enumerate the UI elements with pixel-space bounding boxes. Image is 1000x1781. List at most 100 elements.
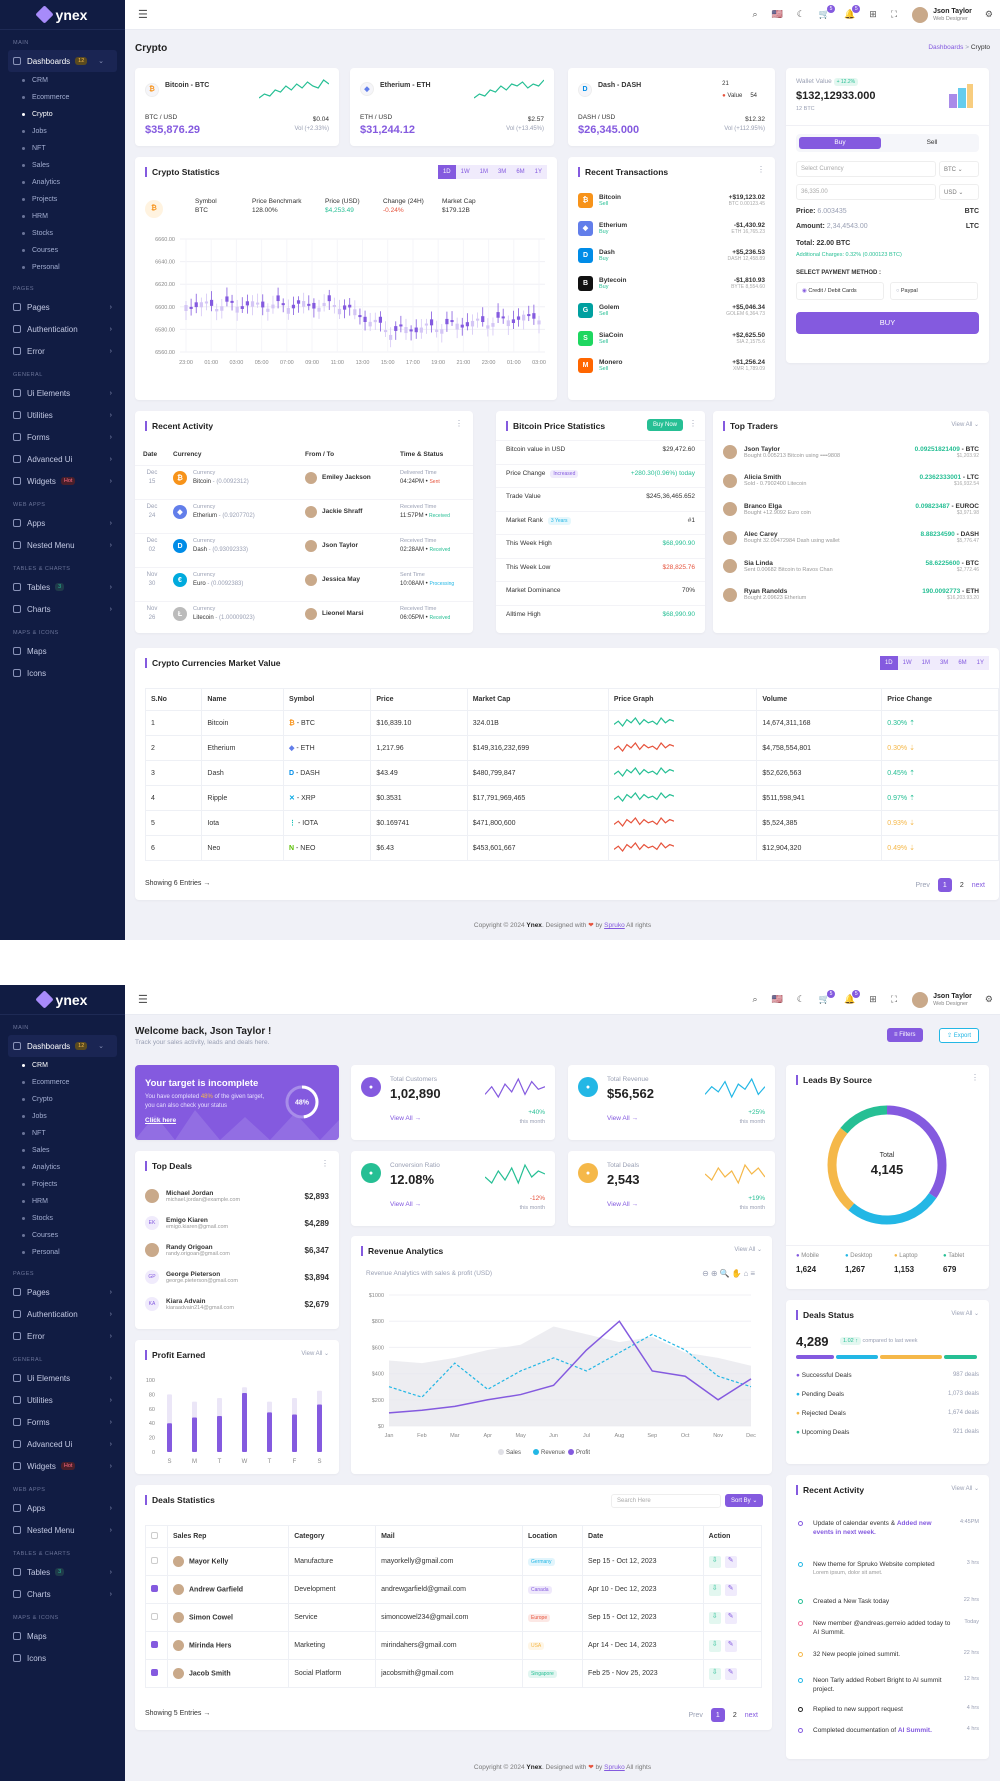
us-flag-icon[interactable]: 🇺🇸 [771,994,783,1004]
sidebar-sub-personal[interactable]: Personal [0,1244,125,1261]
tab-6m[interactable]: 6M [953,656,972,670]
sidebar-item-advanced-ui[interactable]: Advanced Ui › [0,448,125,470]
prev-page[interactable]: Prev [688,1711,703,1719]
sidebar-sub-nft[interactable]: NFT [0,140,125,157]
moon-icon[interactable]: ☾ [796,9,805,19]
cart-icon[interactable]: 🛒 5 [819,5,836,20]
apps-grid-icon[interactable]: ⊞ [869,994,877,1004]
sidebar-item-ui-elements[interactable]: Ui Elements › [0,382,125,404]
sidebar-item-pages[interactable]: Pages › [0,1281,125,1303]
sidebar-sub-crm[interactable]: CRM [0,72,125,89]
trader-row[interactable]: Alec Carey Bought 32.09472984 Dash using … [723,530,979,545]
deal-row[interactable]: EK Emigo Kiaren emigo.kiaren@gmail.com $4,2… [145,1216,329,1230]
sidebar-item-maps[interactable]: Maps [0,640,125,662]
btc-select[interactable]: BTC ⌄ [939,161,979,177]
sidebar-sub-hrm[interactable]: HRM [0,208,125,225]
bell-icon[interactable]: 🔔 5 [844,5,861,20]
tab-1m[interactable]: 1M [916,656,935,670]
sidebar-item-charts[interactable]: Charts › [0,598,125,620]
sidebar-sub-crypto[interactable]: Crypto [0,106,125,123]
column-header[interactable]: Category [288,1525,377,1548]
page-2[interactable]: 2 [959,881,964,889]
menu-toggle-icon[interactable]: ☰ [138,994,148,1006]
user-profile[interactable]: Json Taylor Web Designer [912,991,972,1008]
sidebar-item-icons[interactable]: Icons [0,1647,125,1669]
menu-toggle-icon[interactable]: ☰ [138,9,148,21]
column-header[interactable]: Price [370,688,468,711]
table-row[interactable]: 2 Etherium ◆ - ETH 1,217.96 $149,316,232,699… [144,735,999,761]
gear-icon[interactable]: ⚙ [984,994,993,1004]
tab-3m[interactable]: 3M [934,656,954,670]
download-icon[interactable]: ⇩ [708,1611,721,1624]
page-1[interactable]: 1 [710,1708,725,1722]
search-icon[interactable]: ⌕ [752,994,758,1004]
us-flag-icon[interactable]: 🇺🇸 [771,9,783,19]
tab-1m[interactable]: 1M [474,165,493,179]
sidebar-item-maps[interactable]: Maps [0,1625,125,1647]
checkbox[interactable] [151,1585,158,1592]
trader-row[interactable]: Branco Elga Bought +12.9092 Euro coin 0.09… [723,502,979,516]
click-here-link[interactable]: Click here [145,1117,177,1124]
sidebar-sub-analytics[interactable]: Analytics [0,174,125,191]
sidebar-item-dashboards[interactable]: Dashboards 12 ⌄ [8,1035,117,1057]
sidebar-sub-nft[interactable]: NFT [0,1125,125,1142]
sidebar-item-authentication[interactable]: Authentication › [0,1303,125,1325]
transaction-row[interactable]: ₿ Bitcoin Sell +$19,123.02 BTC 0.00123.45 [578,193,765,208]
tab-3m[interactable]: 3M [492,165,512,179]
table-row[interactable]: Jacob Smith Social Platform jacobsmith@gma… [145,1659,763,1688]
sidebar-item-forms[interactable]: Forms › [0,426,125,448]
table-row[interactable]: Mayor Kelly Manufacture mayorkelly@gmail.c… [145,1547,763,1576]
table-row[interactable]: 6 Neo N - NEO $6.43 $453,601,667 $12,904,320 0… [144,835,999,861]
deals-search-input[interactable]: Search Here [611,1494,721,1508]
tab-1w[interactable]: 1W [897,656,917,670]
transaction-row[interactable]: G Golem Sell +$5,046.34 GOLEM 6,364.73 [578,303,765,318]
paypal-payment-option[interactable]: ○ Paypal [890,282,978,300]
column-header[interactable]: Price Graph [607,688,758,711]
sidebar-item-widgets[interactable]: Widgets Hot › [0,1455,125,1477]
more-options-icon[interactable]: ⋮ [689,419,697,428]
edit-icon[interactable]: ✎ [724,1555,737,1568]
page-1[interactable]: 1 [937,878,952,892]
buy-button[interactable]: BUY [796,312,979,334]
download-icon[interactable]: ⇩ [708,1639,721,1652]
amount-input[interactable]: 36,335.00 [796,184,936,200]
user-profile[interactable]: Json Taylor Web Designer [912,6,972,23]
checkbox[interactable] [151,1669,158,1676]
sidebar-sub-stocks[interactable]: Stocks [0,1210,125,1227]
column-header[interactable]: Market Cap [466,688,609,711]
column-header[interactable]: Date [582,1525,704,1548]
sidebar-item-apps[interactable]: Apps › [0,512,125,534]
deal-row[interactable]: GP George Pieterson george.pieterson@gmail… [145,1270,329,1284]
view-all-link[interactable]: View All ⌄ [734,1247,762,1253]
tab-1d[interactable]: 1D [879,656,898,670]
sidebar-sub-courses[interactable]: Courses [0,242,125,259]
column-header[interactable]: Volume [756,688,883,711]
view-all-link[interactable]: View All ⌄ [301,1351,329,1357]
table-row[interactable]: 3 Dash D - DASH $43.49 $480,799,847 $52,626,5… [144,760,999,786]
checkbox[interactable] [151,1557,158,1564]
sidebar-sub-ecommerce[interactable]: Ecommerce [0,89,125,106]
column-header[interactable]: Price Change [881,688,999,711]
currency-select[interactable]: Select Currency [796,161,936,177]
trader-row[interactable]: Ryan Ranolds Bought 2.09623 Etherium 190.0… [723,587,979,602]
trader-row[interactable]: Json Taylor Bought 0.005213 Bitcoin using… [723,445,979,459]
next-page[interactable]: next [744,1711,758,1719]
sidebar-item-pages[interactable]: Pages › [0,296,125,318]
sidebar-item-tables[interactable]: Tables 3 › [0,1561,125,1583]
table-row[interactable]: Andrew Garfield Development andrewgarfield… [145,1575,763,1604]
more-options-icon[interactable]: ⋮ [321,1159,329,1168]
sidebar-item-advanced-ui[interactable]: Advanced Ui › [0,1433,125,1455]
kpi-view-all[interactable]: View All → [390,1201,421,1208]
next-page[interactable]: next [971,881,985,889]
column-header[interactable]: Location [521,1525,584,1548]
sidebar-item-widgets[interactable]: Widgets Hot › [0,470,125,492]
cart-icon[interactable]: 🛒 5 [819,990,836,1005]
column-header[interactable]: Mail [375,1525,523,1548]
usd-select[interactable]: USD ⌄ [939,184,979,200]
sell-tab[interactable]: Sell [926,139,938,146]
ticker-card-bitcoin[interactable]: ₿ Bitcoin - BTC BTC / USD $35,876.29 $0.04 Vo… [135,68,339,146]
sidebar-item-dashboards[interactable]: Dashboards 12 ⌄ [8,50,117,72]
sort-by-button[interactable]: Sort By ⌄ [725,1494,764,1507]
column-header[interactable]: Name [201,688,285,711]
ynex-logo[interactable]: ynex [0,985,125,1015]
